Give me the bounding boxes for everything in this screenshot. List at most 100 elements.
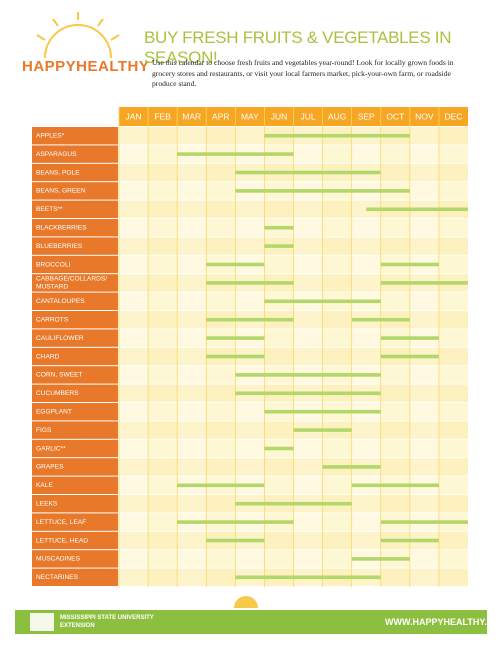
season-bar bbox=[380, 281, 468, 285]
month-col bbox=[119, 127, 149, 587]
season-bar bbox=[235, 575, 381, 580]
month-label: SEP bbox=[358, 111, 375, 121]
row-label: CARROTS bbox=[36, 316, 69, 323]
row-label: ASPARAGUS bbox=[36, 151, 77, 158]
label-bg bbox=[32, 495, 118, 513]
label-bg bbox=[32, 200, 118, 218]
season-bar bbox=[177, 152, 294, 156]
month-col bbox=[322, 127, 352, 587]
label-bg bbox=[32, 329, 118, 347]
title: BUY FRESH FRUITS & VEGETABLES IN SEASON! bbox=[144, 28, 452, 67]
label-bg bbox=[32, 127, 118, 145]
row-label-cont: MUSTARD bbox=[36, 284, 68, 291]
row-label: BEANS, GREEN bbox=[36, 188, 86, 195]
row-label: BEETS** bbox=[36, 206, 63, 213]
row-label: GARLIC** bbox=[36, 445, 66, 452]
month-label: APR bbox=[212, 111, 229, 121]
month-col bbox=[293, 127, 323, 587]
label-bg bbox=[32, 384, 118, 402]
season-bar bbox=[264, 244, 294, 248]
label-bg bbox=[32, 403, 118, 421]
label-bg bbox=[32, 513, 118, 531]
season-bar bbox=[235, 189, 410, 193]
row-label: GRAPES bbox=[36, 464, 64, 471]
row-label: CHARD bbox=[36, 353, 60, 360]
season-bar bbox=[380, 538, 439, 543]
season-bar bbox=[206, 317, 294, 322]
month-col bbox=[438, 127, 468, 587]
label-bg bbox=[32, 347, 118, 366]
footer-bar bbox=[15, 610, 487, 634]
label-bg bbox=[32, 255, 118, 274]
month-col bbox=[177, 127, 207, 587]
season-bar bbox=[206, 354, 265, 359]
season-bar bbox=[177, 483, 265, 488]
footer-sun bbox=[234, 596, 258, 608]
row-label: EGGPLANT bbox=[36, 408, 72, 415]
season-bar bbox=[264, 133, 410, 138]
season-bar bbox=[206, 262, 265, 267]
season-bar bbox=[264, 225, 294, 230]
row-label: LETTUCE, HEAD bbox=[36, 537, 88, 544]
season-bar bbox=[351, 317, 410, 322]
season-bar bbox=[206, 538, 265, 543]
month-label: DEC bbox=[444, 111, 462, 121]
month-label: FEB bbox=[154, 111, 171, 121]
row-label: CABBAGE/COLLARDS/ bbox=[36, 276, 107, 283]
month-col bbox=[351, 127, 381, 587]
season-bar bbox=[264, 409, 381, 414]
season-bar bbox=[235, 170, 381, 175]
label-bg bbox=[32, 366, 118, 384]
row-label: NECTARINES bbox=[36, 574, 79, 581]
label-bg bbox=[32, 292, 118, 310]
season-bar bbox=[177, 520, 294, 524]
season-bar bbox=[293, 428, 352, 432]
season-bar bbox=[206, 336, 265, 340]
season-bar bbox=[380, 262, 439, 267]
sun bbox=[36, 12, 120, 59]
label-bg bbox=[32, 458, 118, 476]
season-bar bbox=[380, 336, 439, 340]
season-bar bbox=[235, 501, 352, 506]
row-label: APPLES* bbox=[36, 132, 65, 139]
label-bg bbox=[32, 550, 118, 568]
row-label: BLACKBERRIES bbox=[36, 224, 87, 231]
season-bar bbox=[351, 483, 439, 488]
label-bg bbox=[32, 439, 118, 458]
label-bg bbox=[32, 219, 118, 237]
season-bar bbox=[264, 446, 294, 451]
row-label: CANTALOUPES bbox=[36, 298, 85, 305]
month-col bbox=[264, 127, 294, 587]
row-label: MUSCADINES bbox=[36, 556, 81, 563]
row-label: BEANS, POLE bbox=[36, 169, 80, 176]
msu-logo bbox=[30, 613, 54, 631]
label-bg bbox=[32, 274, 118, 292]
season-bar bbox=[206, 281, 294, 285]
season-bar bbox=[235, 373, 381, 377]
label-bg bbox=[32, 163, 118, 182]
label-bg bbox=[32, 421, 118, 439]
row-label: LEEKS bbox=[36, 500, 58, 507]
label-bg bbox=[32, 182, 118, 200]
season-bar bbox=[380, 520, 468, 524]
label-bg bbox=[32, 568, 118, 586]
row-label: BLUEBERRIES bbox=[36, 243, 83, 250]
row-label: FIGS bbox=[36, 427, 52, 434]
season-bar bbox=[235, 391, 381, 396]
season-bar bbox=[366, 207, 468, 212]
month-label: MAY bbox=[241, 111, 259, 121]
label-bg bbox=[32, 476, 118, 494]
row-label: CUCUMBERS bbox=[36, 390, 79, 397]
month-label: JUL bbox=[300, 111, 315, 121]
url: WWW.HAPPYHEALTHY.MS bbox=[385, 617, 501, 627]
month-label: OCT bbox=[386, 111, 404, 121]
month-label: JAN bbox=[126, 111, 142, 121]
row-label: CAULIFLOWER bbox=[36, 335, 84, 342]
month-label: NOV bbox=[415, 111, 434, 121]
month-label: AUG bbox=[328, 111, 346, 121]
season-bar bbox=[351, 557, 410, 561]
season-bar bbox=[322, 465, 381, 469]
calendar: JAN FEB MAR APR MAY JUN JUL AUG SEP OCT NOV DEC APPL… bbox=[32, 107, 468, 587]
